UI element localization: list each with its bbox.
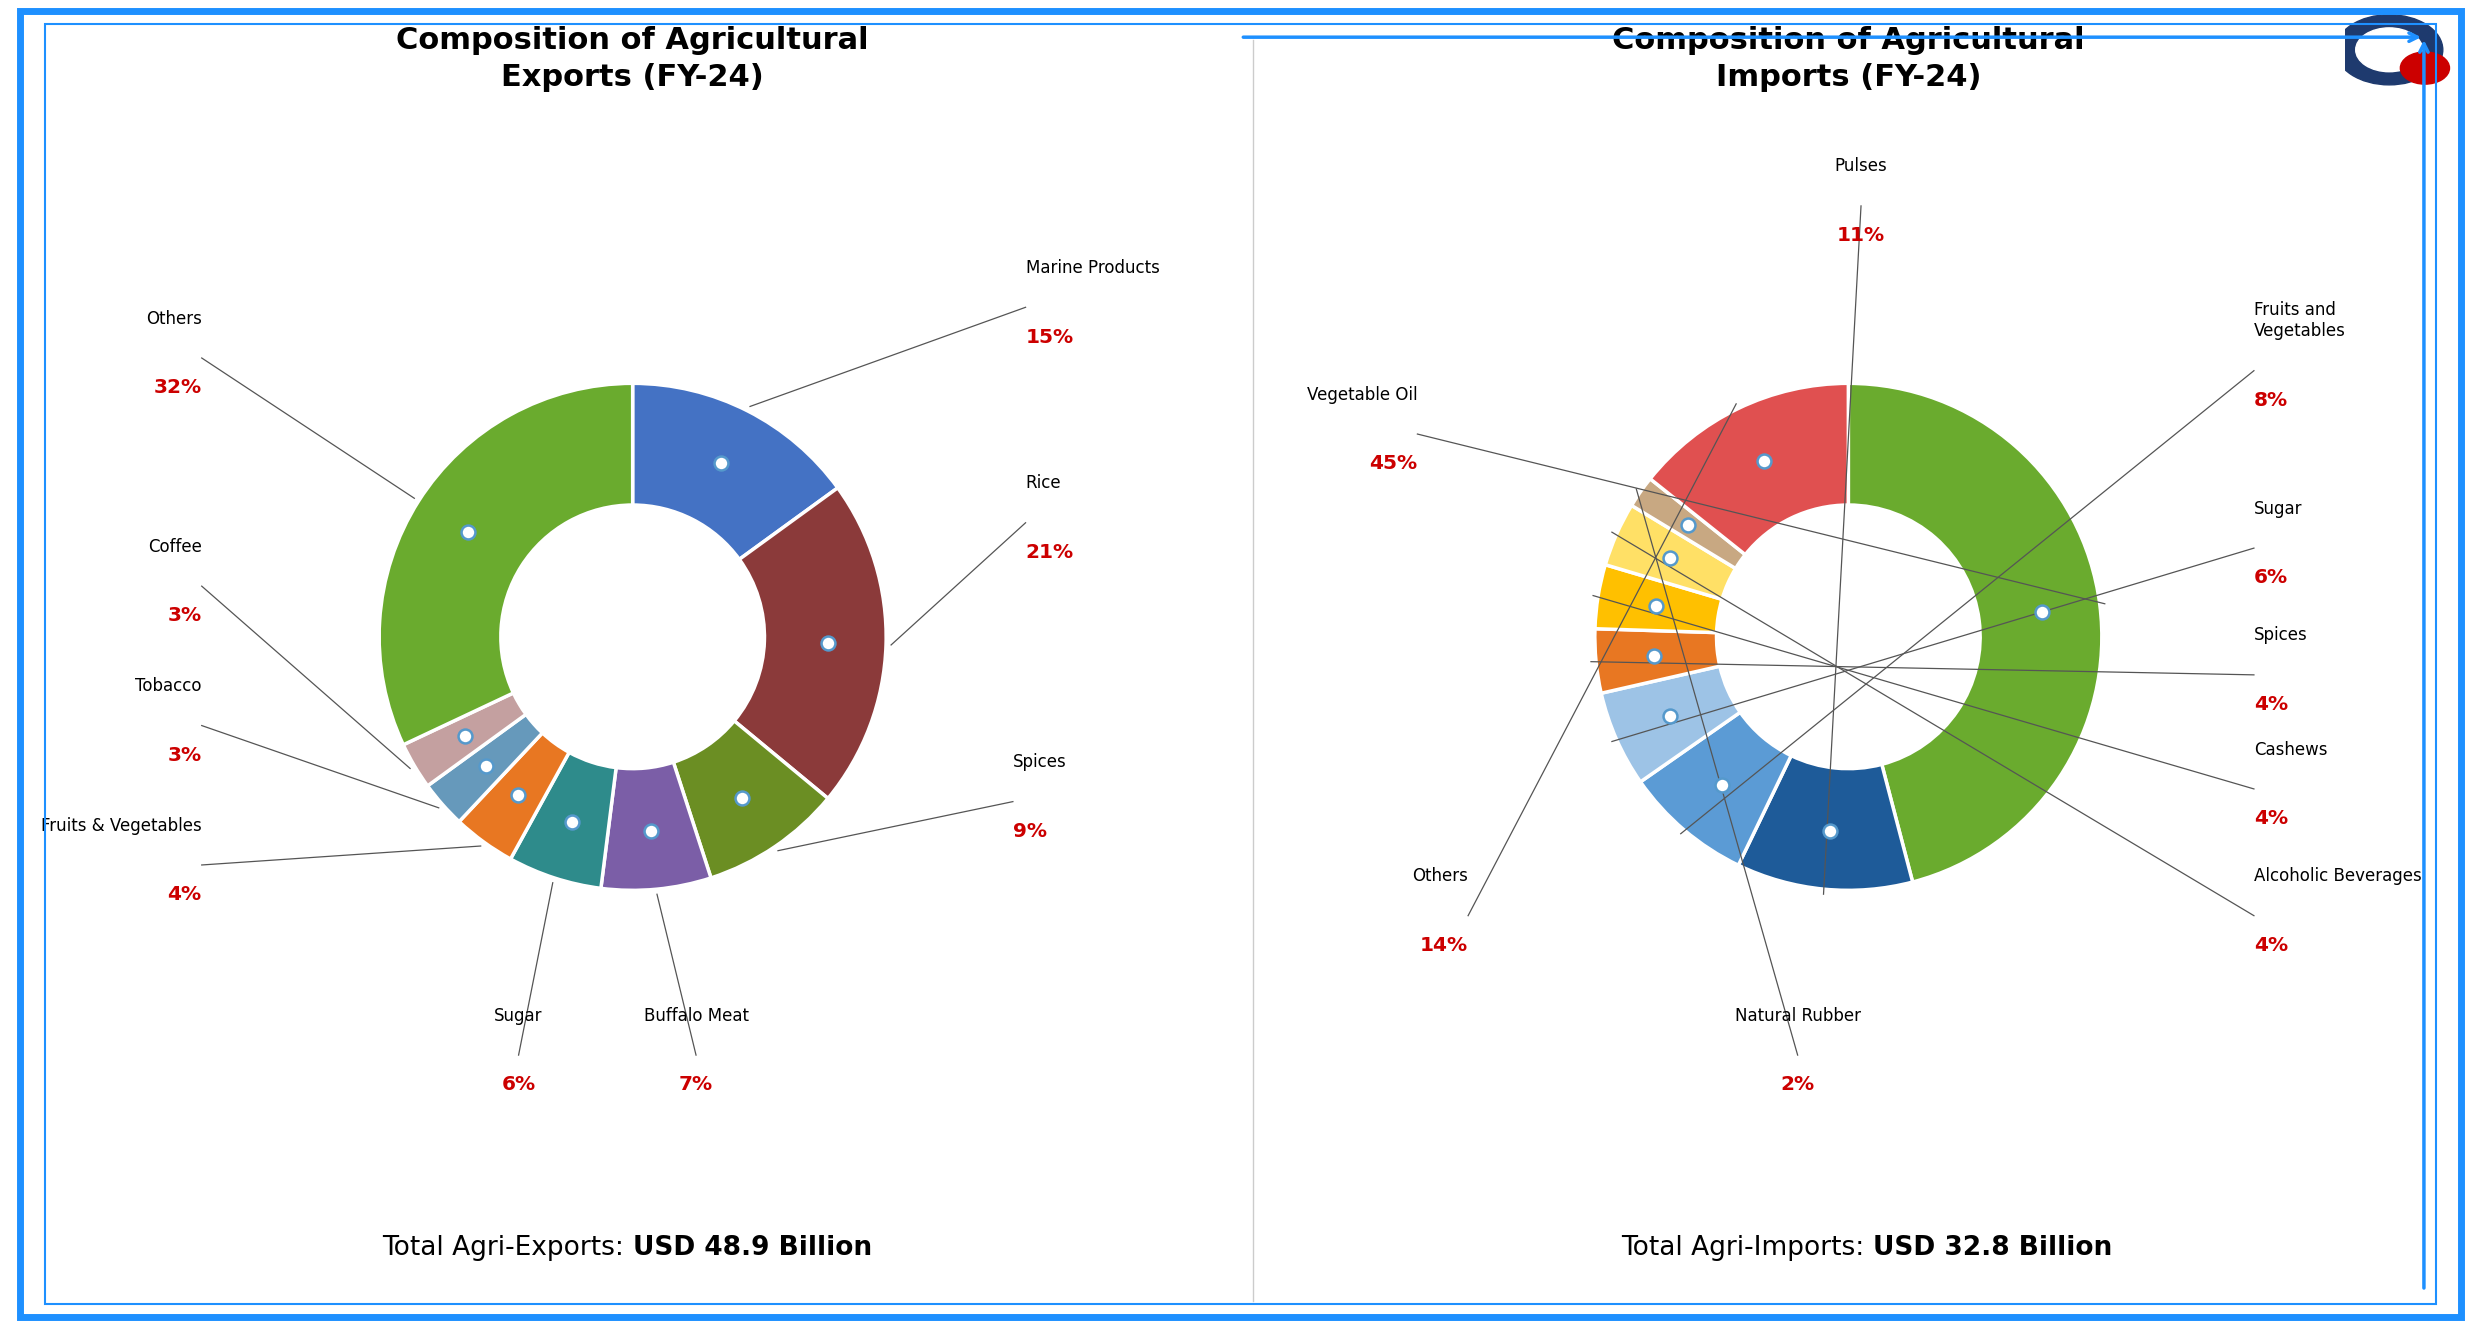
Text: 45%: 45% xyxy=(1370,454,1417,473)
Text: 32%: 32% xyxy=(154,378,201,397)
Wedge shape xyxy=(1739,756,1913,890)
Wedge shape xyxy=(1848,384,2101,882)
Wedge shape xyxy=(1640,712,1791,866)
Wedge shape xyxy=(459,733,568,859)
Text: Spices: Spices xyxy=(2253,627,2307,644)
Text: 4%: 4% xyxy=(2253,809,2287,829)
Wedge shape xyxy=(380,384,633,745)
Text: 4%: 4% xyxy=(169,886,201,904)
Text: 8%: 8% xyxy=(2253,390,2287,410)
Text: Tobacco: Tobacco xyxy=(136,677,201,695)
Text: 9%: 9% xyxy=(1012,822,1047,841)
Text: 4%: 4% xyxy=(2253,936,2287,955)
Text: Marine Products: Marine Products xyxy=(1025,259,1159,276)
Wedge shape xyxy=(1650,384,1848,555)
Title: Composition of Agricultural
Imports (FY-24): Composition of Agricultural Imports (FY-… xyxy=(1613,25,2084,92)
Wedge shape xyxy=(1595,628,1719,693)
Wedge shape xyxy=(1600,667,1739,782)
Text: 3%: 3% xyxy=(169,746,201,765)
Text: Spices: Spices xyxy=(1012,753,1067,772)
Text: Fruits & Vegetables: Fruits & Vegetables xyxy=(42,817,201,834)
Text: 11%: 11% xyxy=(1836,226,1886,246)
Circle shape xyxy=(2335,15,2444,85)
Circle shape xyxy=(2357,28,2421,72)
Text: Sugar: Sugar xyxy=(2253,499,2302,518)
Title: Composition of Agricultural
Exports (FY-24): Composition of Agricultural Exports (FY-… xyxy=(397,25,868,92)
Wedge shape xyxy=(1595,564,1722,632)
Text: 4%: 4% xyxy=(2253,695,2287,714)
Text: 2%: 2% xyxy=(1781,1076,1814,1094)
Wedge shape xyxy=(404,693,526,786)
Text: 15%: 15% xyxy=(1025,328,1074,347)
Wedge shape xyxy=(1605,506,1737,599)
Text: 21%: 21% xyxy=(1025,543,1074,562)
Text: USD 32.8 Billion: USD 32.8 Billion xyxy=(1873,1235,2111,1262)
Text: 7%: 7% xyxy=(680,1076,712,1094)
Text: Total Agri-Exports:: Total Agri-Exports: xyxy=(382,1235,633,1262)
Text: 6%: 6% xyxy=(2253,568,2287,587)
Text: Fruits and
Vegetables: Fruits and Vegetables xyxy=(2253,301,2347,340)
Text: Sugar: Sugar xyxy=(494,1007,543,1025)
Text: Natural Rubber: Natural Rubber xyxy=(1734,1007,1861,1025)
Text: USD 48.9 Billion: USD 48.9 Billion xyxy=(633,1235,871,1262)
Text: Others: Others xyxy=(146,309,201,328)
Text: 3%: 3% xyxy=(169,607,201,625)
Text: Others: Others xyxy=(1412,867,1469,886)
Text: Total Agri-Imports:: Total Agri-Imports: xyxy=(1623,1235,1873,1262)
Wedge shape xyxy=(600,762,712,890)
Text: Cashews: Cashews xyxy=(2253,741,2327,758)
Wedge shape xyxy=(511,753,615,888)
Text: Alcoholic Beverages: Alcoholic Beverages xyxy=(2253,867,2421,886)
Text: Vegetable Oil: Vegetable Oil xyxy=(1307,385,1417,404)
Wedge shape xyxy=(427,714,543,822)
Text: Rice: Rice xyxy=(1025,474,1062,493)
Wedge shape xyxy=(672,721,829,878)
Text: Pulses: Pulses xyxy=(1833,158,1888,175)
Wedge shape xyxy=(734,487,886,798)
Circle shape xyxy=(2402,52,2449,84)
Wedge shape xyxy=(633,384,839,559)
Wedge shape xyxy=(1632,479,1744,568)
Text: 14%: 14% xyxy=(1419,936,1469,955)
Text: 6%: 6% xyxy=(501,1076,536,1094)
Text: Coffee: Coffee xyxy=(149,538,201,555)
Text: Buffalo Meat: Buffalo Meat xyxy=(643,1007,749,1025)
